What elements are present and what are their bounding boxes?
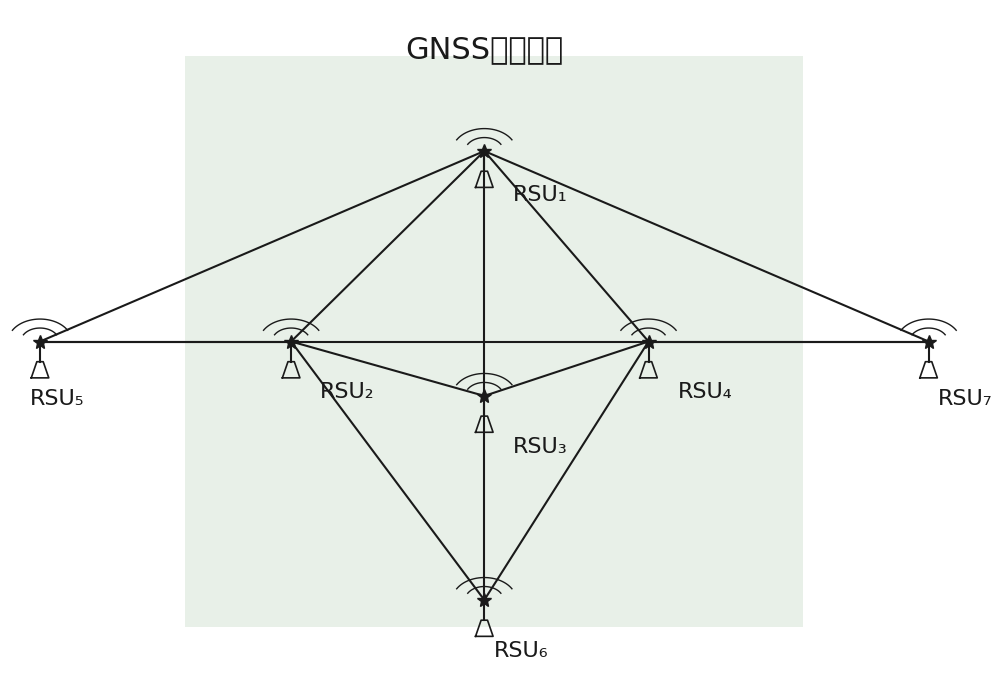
Text: RSU₃: RSU₃ [513,436,568,457]
Text: RSU₅: RSU₅ [30,389,85,409]
Text: RSU₄: RSU₄ [677,382,732,402]
Bar [185,56,803,627]
Text: RSU₆: RSU₆ [494,641,549,660]
Text: RSU₁: RSU₁ [513,185,568,205]
Text: RSU₇: RSU₇ [938,389,993,409]
Text: RSU₂: RSU₂ [320,382,375,402]
Text: GNSS失效区域: GNSS失效区域 [405,36,563,64]
